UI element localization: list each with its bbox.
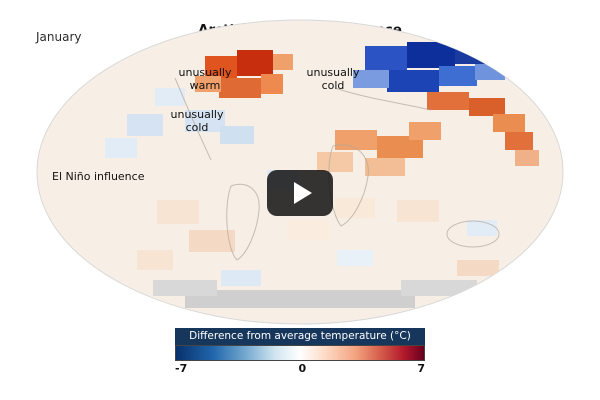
annotation-unusually-cold-east: unusually cold	[306, 66, 360, 92]
month-label: January	[36, 30, 82, 44]
legend-title: Difference from average temperature (°C)	[175, 328, 425, 345]
temperature-legend: Difference from average temperature (°C)…	[0, 328, 600, 375]
annotation-el-nino-influence: El Niño influence	[52, 170, 145, 183]
legend-tick-mid: 0	[298, 362, 307, 375]
legend-tick-max: 7	[417, 362, 425, 375]
play-button[interactable]	[267, 170, 333, 216]
annotation-unusually-warm: unusually warm	[178, 66, 232, 92]
legend-tick-min: -7	[175, 362, 188, 375]
play-icon	[293, 182, 312, 204]
annotation-unusually-cold-west: unusually cold	[170, 108, 224, 134]
legend-ticks: -7 0 7	[175, 362, 425, 375]
legend-colorbar	[175, 345, 425, 361]
